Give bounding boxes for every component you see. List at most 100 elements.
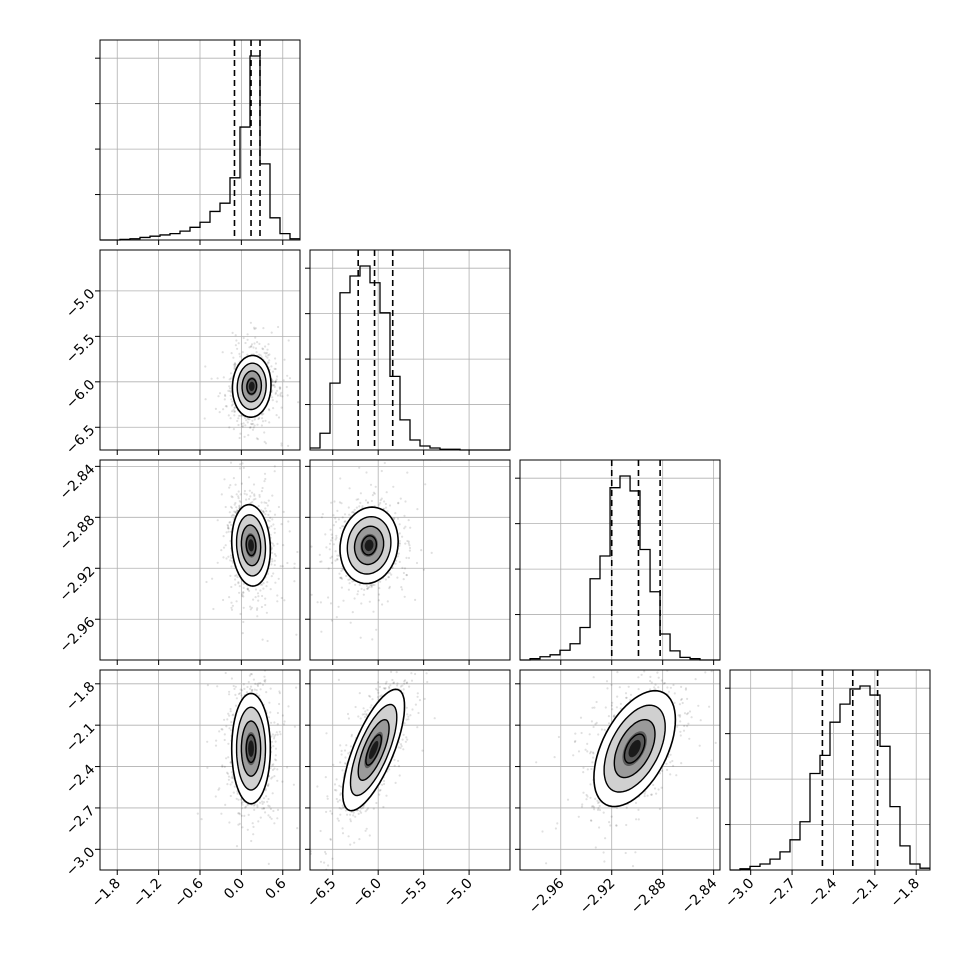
scatter-point: [283, 599, 286, 602]
scatter-point: [249, 608, 252, 611]
scatter-point: [388, 504, 392, 507]
scatter-point: [216, 561, 219, 564]
scatter-point: [336, 557, 339, 561]
scatter-point: [229, 394, 232, 397]
scatter-point: [233, 410, 237, 413]
scatter-point: [404, 542, 407, 545]
scatter-point: [258, 694, 261, 697]
scatter-point: [383, 687, 386, 690]
scatter-point: [266, 639, 269, 643]
scatter-point: [247, 813, 250, 817]
scatter-point: [330, 533, 333, 536]
scatter-point: [230, 606, 233, 609]
scatter-point: [395, 559, 398, 562]
scatter-point: [242, 582, 245, 586]
scatter-point: [365, 471, 368, 474]
scatter-point: [264, 789, 267, 792]
scatter-point: [218, 392, 222, 395]
scatter-point: [246, 803, 249, 807]
scatter-point: [293, 562, 296, 565]
scatter-point: [253, 803, 256, 806]
scatter-point: [255, 689, 258, 692]
y-tick-label: −2.1: [63, 720, 98, 755]
scatter-point: [231, 513, 235, 516]
scatter-point: [261, 347, 264, 350]
scatter-point: [384, 506, 388, 509]
scatter-point: [268, 409, 271, 412]
scatter-point: [331, 857, 334, 860]
scatter-point: [262, 327, 265, 330]
scatter-point: [273, 559, 276, 562]
scatter-point: [230, 404, 233, 407]
scatter-point: [228, 727, 231, 730]
scatter-point: [368, 600, 371, 603]
x-tick-label: −0.6: [171, 875, 206, 910]
scatter-point: [246, 353, 249, 356]
scatter-point: [278, 690, 281, 693]
scatter-point: [271, 381, 274, 384]
scatter-point: [244, 806, 247, 809]
scatter-point: [223, 738, 226, 742]
scatter-point: [287, 705, 290, 708]
scatter-point: [296, 550, 299, 554]
scatter-point: [238, 585, 241, 588]
scatter-point: [237, 812, 240, 815]
scatter-point: [249, 605, 252, 608]
scatter-point: [238, 591, 241, 594]
scatter-point: [263, 351, 266, 354]
scatter-point: [273, 767, 276, 770]
scatter-point: [246, 685, 249, 689]
scatter-point: [397, 552, 400, 555]
scatter-point: [391, 678, 394, 682]
scatter-point: [274, 740, 277, 743]
scatter-point: [231, 400, 234, 403]
scatter-point: [378, 503, 381, 506]
scatter-point: [233, 514, 236, 517]
scatter-point: [227, 389, 230, 392]
scatter-point: [273, 470, 276, 473]
scatter-point: [276, 711, 279, 715]
scatter-point: [240, 694, 243, 697]
scatter-point: [342, 525, 345, 528]
scatter-point: [336, 558, 339, 561]
scatter-point: [334, 520, 338, 524]
scatter-point: [261, 413, 264, 416]
scatter-point: [233, 664, 235, 666]
scatter-point: [244, 424, 247, 427]
scatter-point: [258, 353, 261, 356]
contour-line: [240, 524, 262, 567]
scatter-point: [233, 785, 236, 788]
scatter-point: [222, 408, 225, 411]
scatter-point: [237, 490, 240, 493]
scatter-point: [228, 821, 231, 824]
scatter-point: [407, 540, 410, 543]
scatter-point: [229, 707, 232, 711]
scatter-point: [234, 511, 237, 514]
scatter-point: [246, 421, 249, 424]
scatter-point: [272, 809, 275, 813]
scatter-point: [407, 519, 410, 522]
scatter-point: [276, 375, 279, 378]
scatter-point: [366, 709, 369, 712]
scatter-point: [271, 560, 274, 563]
scatter-point: [295, 633, 298, 636]
scatter-point: [254, 682, 257, 686]
scatter-point: [275, 400, 278, 403]
scatter-point: [267, 513, 270, 517]
scatter-point: [360, 602, 363, 605]
scatter-point: [265, 510, 268, 513]
scatter-point: [264, 597, 267, 600]
scatter-point: [267, 797, 270, 801]
scatter-point: [276, 394, 279, 397]
scatter-point: [265, 691, 268, 694]
scatter-point: [227, 527, 230, 530]
scatter-point: [238, 436, 241, 440]
scatter-point: [262, 797, 266, 800]
scatter-point: [276, 768, 279, 771]
scatter-point: [227, 530, 230, 533]
scatter-point: [231, 714, 234, 717]
scatter-point: [330, 501, 333, 504]
scatter-point: [228, 426, 231, 429]
scatter-point: [404, 525, 407, 528]
scatter-point: [336, 800, 339, 803]
